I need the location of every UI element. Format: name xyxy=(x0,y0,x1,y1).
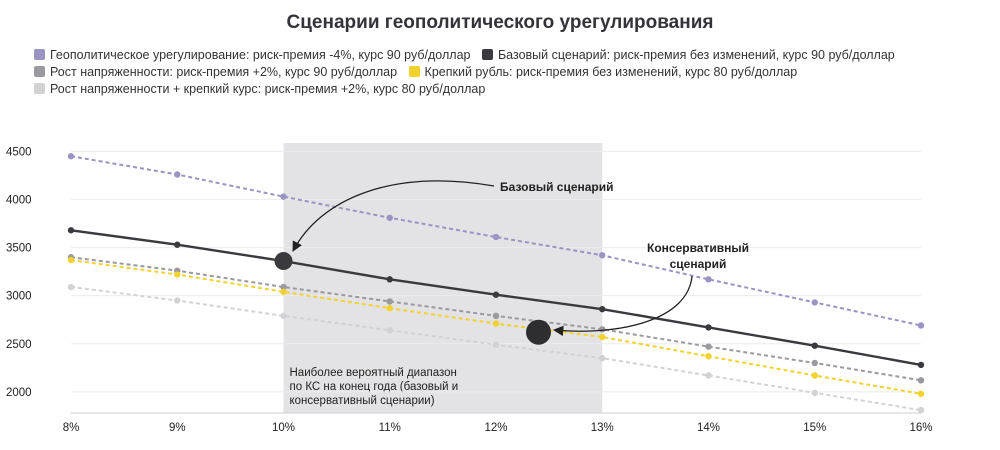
annotation-conservative-line: сценарий xyxy=(670,257,727,271)
data-point xyxy=(174,271,181,278)
data-point xyxy=(599,326,606,333)
data-point xyxy=(492,312,500,320)
base-scenario-marker xyxy=(274,252,293,271)
x-tick-label: 10% xyxy=(272,422,295,434)
legend-item-tension-strong: Рост напряженности + крепкий курс: риск-… xyxy=(34,82,485,96)
legend-swatch xyxy=(34,49,45,60)
data-point xyxy=(599,252,606,259)
data-point xyxy=(67,227,75,234)
data-point xyxy=(280,288,287,296)
legend-swatch xyxy=(34,66,45,77)
x-tick-label: 8% xyxy=(63,422,80,434)
legend-label: Базовый сценарий: риск-премия без измене… xyxy=(497,48,895,62)
data-point xyxy=(917,377,925,384)
conservative-scenario-marker xyxy=(526,319,551,345)
data-point xyxy=(67,283,75,291)
data-point xyxy=(705,353,712,360)
band-label-line: по КС на конец года (базовый и xyxy=(290,381,459,393)
legend-swatch xyxy=(408,66,420,77)
legend-label: Рост напряженности: риск-премия +2%, кур… xyxy=(50,65,398,79)
data-point xyxy=(811,299,818,306)
data-point xyxy=(174,241,181,248)
data-point xyxy=(705,324,712,331)
y-tick-label: 3000 xyxy=(6,291,32,303)
highlight-band xyxy=(283,143,603,413)
x-tick-label: 14% xyxy=(697,422,720,434)
x-tick-label: 9% xyxy=(169,422,186,434)
x-tick-label: 11% xyxy=(379,422,401,434)
arrow-base-scenario xyxy=(292,180,495,252)
data-point xyxy=(67,256,75,264)
data-point xyxy=(386,298,393,305)
legend-label: Рост напряженности + крепкий курс: риск-… xyxy=(50,82,486,96)
data-point xyxy=(811,342,818,349)
data-point xyxy=(174,171,181,178)
data-point xyxy=(386,214,393,221)
y-tick-label: 4000 xyxy=(6,195,32,207)
data-point xyxy=(599,354,606,362)
data-point xyxy=(386,276,393,283)
band-label-line: Наиболее вероятный диапазон xyxy=(290,367,457,379)
legend-item-tension: Рост напряженности: риск-премия +2%, кур… xyxy=(34,65,397,79)
y-tick-label: 4500 xyxy=(6,146,32,158)
legend-item-base: Базовый сценарий: риск-премия без измене… xyxy=(481,48,895,62)
data-point xyxy=(811,372,818,379)
y-tick-label: 2500 xyxy=(6,339,32,351)
legend-label: Геополитическое урегулирование: риск-пре… xyxy=(50,48,471,62)
annotation-base-scenario: Базовый сценарий xyxy=(500,180,614,194)
x-tick-label: 13% xyxy=(591,422,614,434)
data-point xyxy=(67,153,75,160)
data-point xyxy=(811,359,818,367)
data-point xyxy=(280,193,287,200)
data-point xyxy=(705,276,712,283)
legend-swatch xyxy=(481,49,493,60)
legend: Геополитическое урегулирование: риск-пре… xyxy=(34,48,974,99)
series-line-0 xyxy=(70,155,922,327)
data-point xyxy=(705,372,712,379)
chart-title: Сценарии геополитического урегулирования xyxy=(286,12,714,33)
legend-label: Крепкий рубль: риск-премия без изменений… xyxy=(424,65,798,79)
legend-item-geo: Геополитическое урегулирование: риск-пре… xyxy=(34,48,470,62)
data-point xyxy=(599,333,606,341)
data-point xyxy=(386,304,393,312)
data-point xyxy=(492,341,500,348)
y-tick-label: 2000 xyxy=(6,387,32,399)
data-point xyxy=(492,233,500,241)
x-tick-label: 16% xyxy=(909,422,932,434)
data-point xyxy=(599,305,606,313)
annotation-conservative-line: Консервативный xyxy=(647,241,749,255)
arrow-conservative-scenario xyxy=(552,275,693,337)
data-point xyxy=(492,291,500,298)
data-point xyxy=(280,283,287,291)
band-label-line: консервативный сценарии) xyxy=(290,395,435,407)
data-point xyxy=(705,343,712,350)
data-point xyxy=(174,297,181,304)
data-point xyxy=(917,322,925,329)
data-point xyxy=(917,406,925,414)
legend-swatch xyxy=(34,83,45,94)
data-point xyxy=(280,312,287,320)
data-point xyxy=(386,327,393,334)
data-point xyxy=(917,361,925,369)
x-tick-label: 12% xyxy=(484,422,507,434)
y-tick-label: 3500 xyxy=(6,243,32,255)
legend-item-strong-ruble: Крепкий рубль: риск-премия без изменений… xyxy=(408,65,798,79)
x-tick-label: 15% xyxy=(803,422,826,434)
data-point xyxy=(917,390,925,397)
data-point xyxy=(492,320,500,327)
data-point xyxy=(811,389,818,397)
